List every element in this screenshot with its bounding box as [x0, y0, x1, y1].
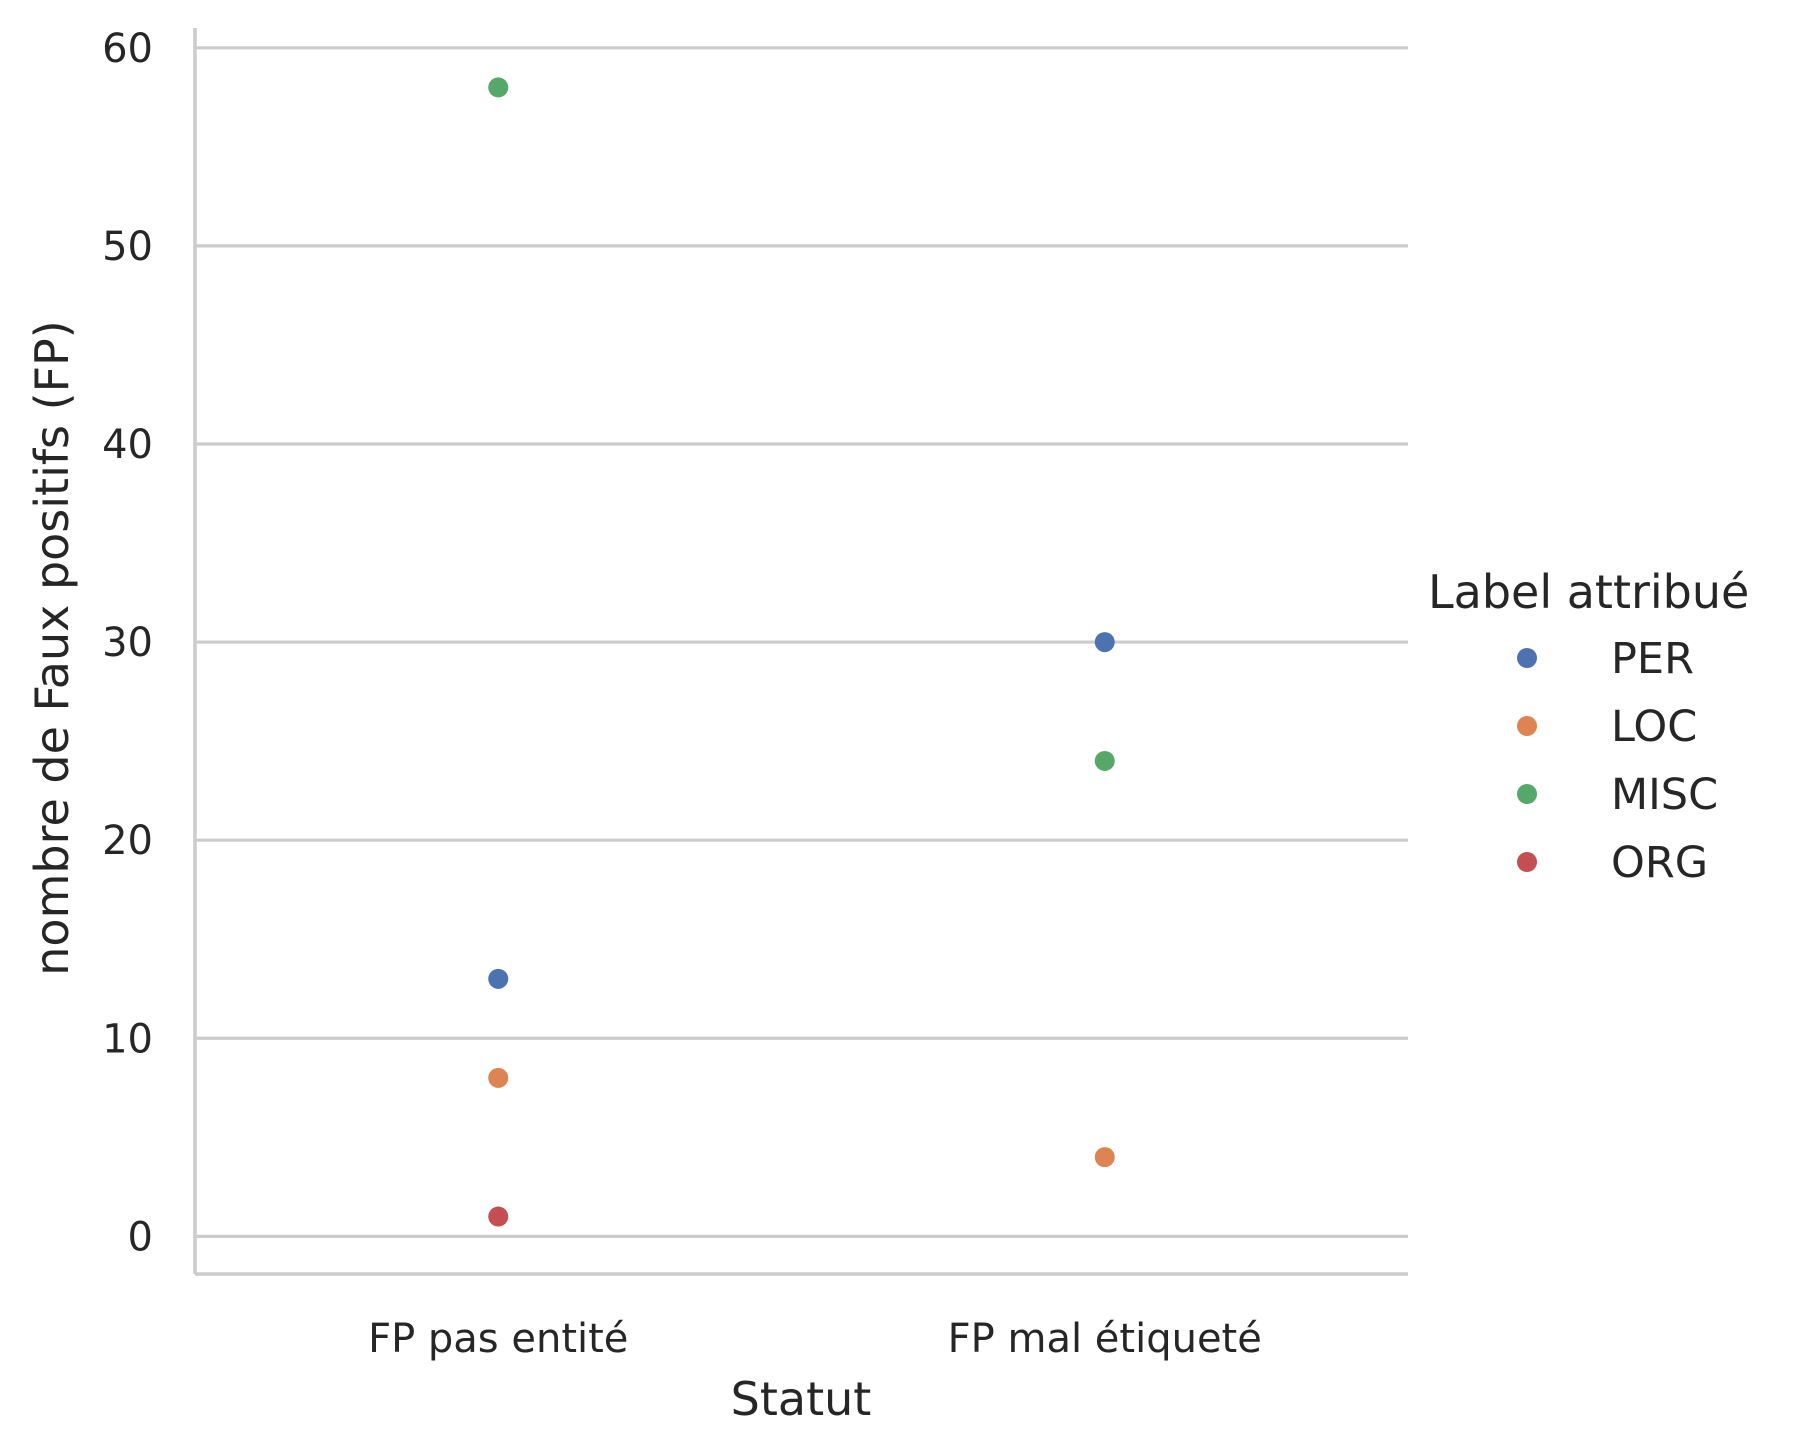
legend-label-loc: LOC: [1611, 702, 1697, 752]
legend-marker-misc: [1517, 784, 1537, 804]
point-loc: [1094, 1147, 1115, 1168]
gridlines: [195, 46, 1408, 1238]
y-tick-label: 60: [102, 26, 153, 72]
point-per: [488, 968, 509, 989]
y-tick-label: 20: [102, 818, 153, 864]
legend-label-per: PER: [1611, 634, 1694, 684]
legend-marker-loc: [1517, 716, 1537, 736]
point-org: [488, 1206, 509, 1227]
y-tick-labels: 0 10 20 30 40 50 60: [102, 26, 153, 1261]
x-tick-label: FP mal étiqueté: [948, 1316, 1262, 1362]
point-per: [1094, 632, 1115, 653]
y-tick-label: 40: [102, 422, 153, 468]
data-points: [488, 77, 1115, 1227]
y-tick-label: 30: [102, 620, 153, 666]
y-tick-label: 0: [128, 1214, 153, 1260]
point-misc: [1094, 750, 1115, 771]
point-misc: [488, 77, 509, 98]
y-axis-title: nombre de Faux positifs (FP): [25, 320, 79, 975]
y-tick-label: 10: [102, 1016, 153, 1062]
legend: Label attribué PER LOC MISC ORG: [1428, 565, 1749, 888]
legend-label-org: ORG: [1611, 838, 1708, 888]
point-loc: [488, 1067, 509, 1088]
legend-marker-per: [1517, 648, 1537, 668]
x-tick-labels: FP pas entité FP mal étiqueté: [368, 1316, 1262, 1362]
legend-label-misc: MISC: [1611, 770, 1718, 820]
y-tick-label: 50: [102, 224, 153, 270]
legend-title: Label attribué: [1428, 565, 1749, 619]
legend-marker-org: [1517, 852, 1537, 872]
x-tick-label: FP pas entité: [368, 1316, 628, 1362]
x-axis-title: Statut: [731, 1372, 872, 1426]
